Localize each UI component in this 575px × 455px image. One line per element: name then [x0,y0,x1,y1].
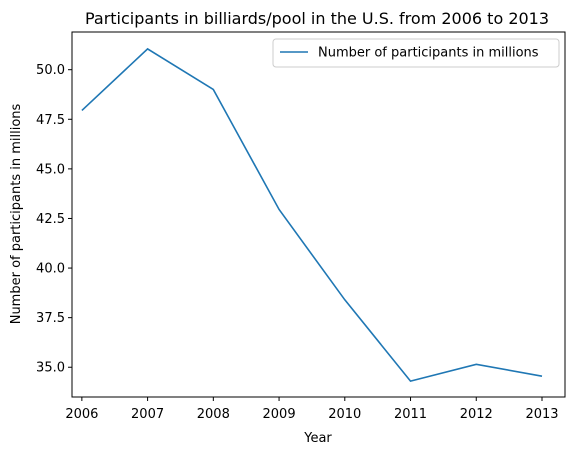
y-tick-label: 40.0 [36,262,65,277]
y-tick-label: 45.0 [36,162,65,177]
legend-label: Number of participants in millions [318,46,539,61]
y-tick-label: 35.0 [36,361,65,376]
x-tick-label: 2008 [197,407,230,422]
legend-box [272,38,560,68]
y-tick-label: 50.0 [36,63,65,78]
y-axis-ticks: 35.0 37.5 40.0 42.5 45.0 47.5 50.0 [36,63,72,376]
series-line [81,47,543,383]
x-tick-label: 2007 [131,407,164,422]
y-tick-label: 42.5 [36,212,65,227]
chart-title: Participants in billiards/pool in the U.… [85,9,549,28]
legend: Number of participants in millions [272,38,560,68]
plot-frame [71,31,566,398]
x-axis-label: Year [303,431,332,446]
x-tick-label: 2006 [65,407,98,422]
x-tick-label: 2013 [525,407,558,422]
y-tick-label: 37.5 [36,311,65,326]
x-axis-ticks: 2006 2007 2008 2009 2010 2011 2012 2013 [65,397,559,422]
x-tick-label: 2012 [460,407,493,422]
y-axis-label: Number of participants in millions [9,103,24,324]
x-tick-label: 2009 [263,407,296,422]
x-tick-label: 2010 [328,407,361,422]
y-tick-label: 47.5 [36,113,65,128]
x-tick-label: 2011 [394,407,427,422]
